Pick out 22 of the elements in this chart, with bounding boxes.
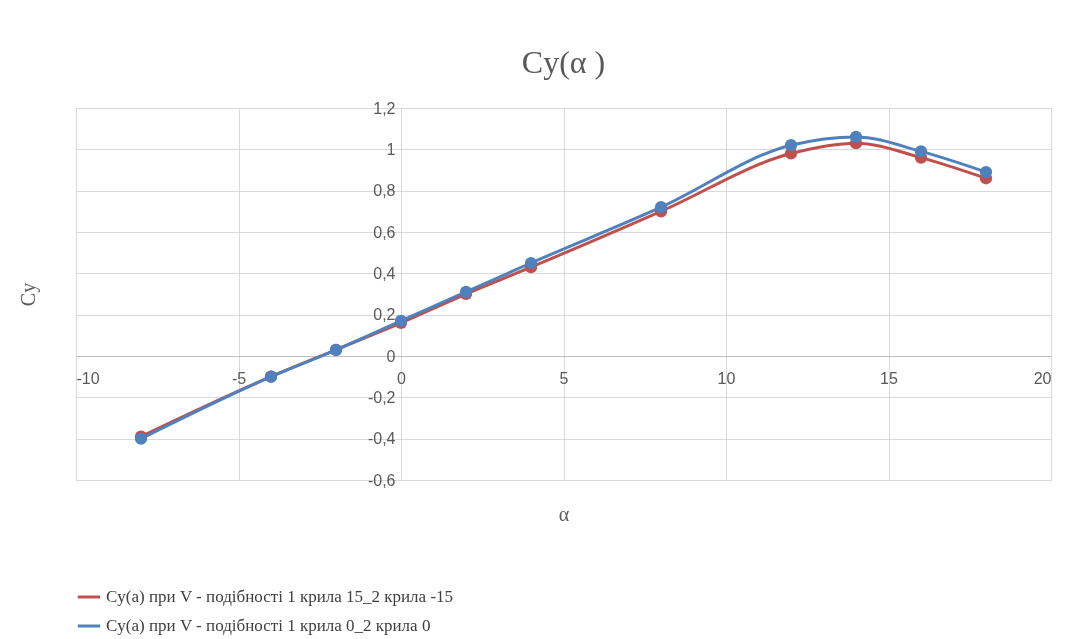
y-tick-label: 0 <box>386 347 396 365</box>
y-tick-label: 0,4 <box>373 264 396 282</box>
x-axis-title: α <box>558 502 570 525</box>
x-tick-label: -10 <box>76 369 100 387</box>
x-tick-label: -5 <box>231 369 247 387</box>
x-tick-label: 5 <box>559 369 569 387</box>
y-tick-label: 1 <box>386 140 396 158</box>
y-tick-label: -0,2 <box>367 388 396 406</box>
x-tick-label: 15 <box>880 369 898 387</box>
legend-label: Cy(a) при V - подібності 1 крила 15_2 крила -15 <box>106 587 454 606</box>
y-tick-label: 1,2 <box>373 99 396 117</box>
legend-label: Cy(a) при V - подібності 1 крила 0_2 крила 0 <box>106 616 431 635</box>
y-tick-label: 0,6 <box>373 223 396 241</box>
x-tick-label: 10 <box>717 369 736 387</box>
y-tick-label: 0,8 <box>373 182 396 200</box>
x-tick-label: 0 <box>397 369 407 387</box>
y-tick-label: -0,6 <box>367 471 396 489</box>
y-tick-label: -0,4 <box>367 430 396 448</box>
y-axis-title: Cy <box>16 282 40 307</box>
x-tick-label: 20 <box>1033 369 1052 387</box>
y-tick-label: 0,2 <box>373 306 396 324</box>
chart-title: Cy(α ) <box>521 44 606 80</box>
